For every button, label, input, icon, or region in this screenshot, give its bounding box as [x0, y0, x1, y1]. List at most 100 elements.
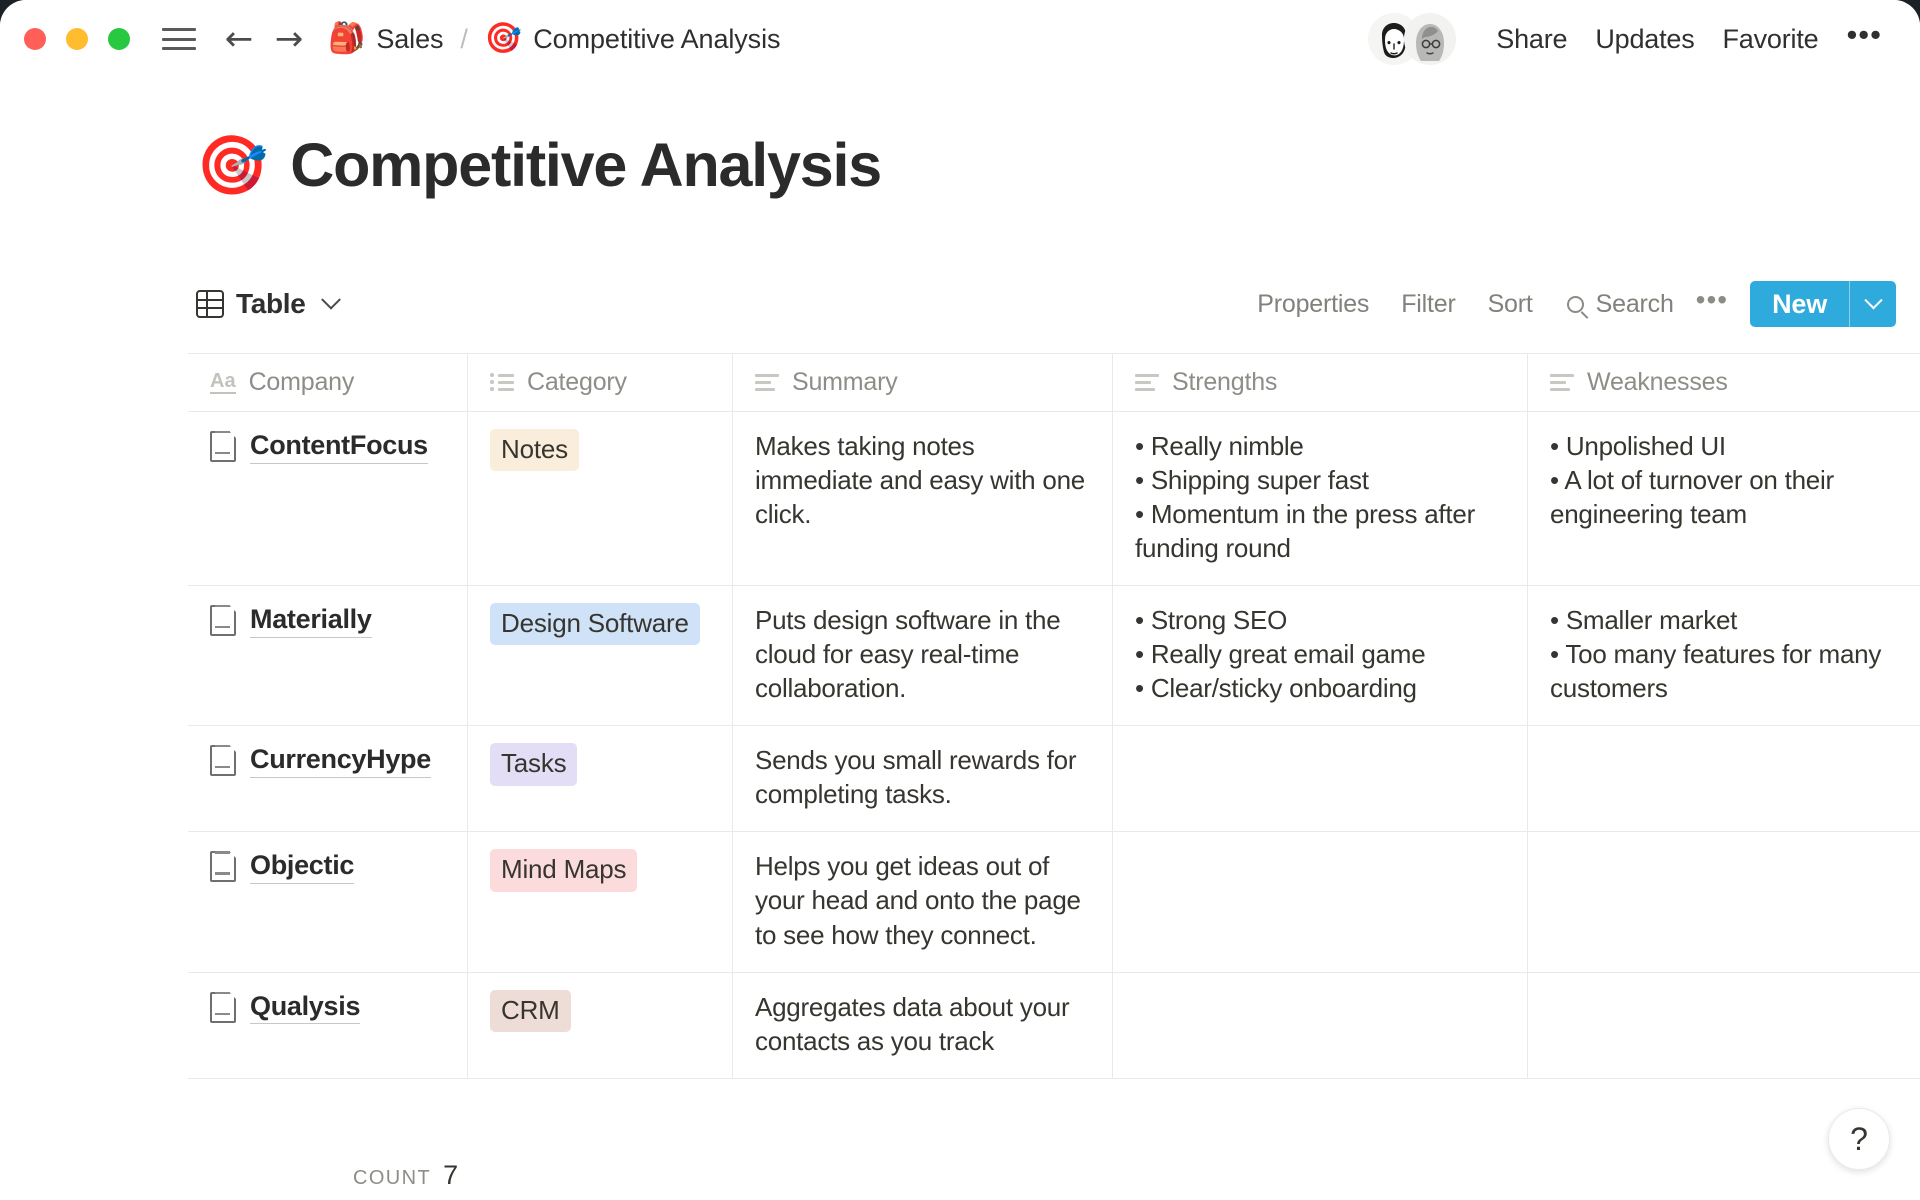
- cell-category[interactable]: CRM: [468, 972, 733, 1078]
- window-controls: [24, 28, 130, 50]
- hamburger-icon[interactable]: [162, 25, 196, 53]
- page-document-icon: [210, 850, 237, 883]
- breadcrumb-current-link[interactable]: Competitive Analysis: [533, 23, 781, 54]
- column-header-label: Weaknesses: [1587, 368, 1728, 396]
- cell-company[interactable]: ContentFocus: [188, 412, 468, 586]
- cell-strengths[interactable]: • Strong SEO • Really great email game •…: [1113, 586, 1528, 726]
- help-button[interactable]: ?: [1828, 1108, 1890, 1170]
- table-row[interactable]: Materially Design Software Puts design s…: [188, 586, 1920, 727]
- column-header-category[interactable]: Category: [468, 354, 733, 411]
- titlebar: ← → 🎒 Sales / 🎯 Competitive Analysis: [0, 0, 1920, 78]
- company-name-link[interactable]: ContentFocus: [250, 429, 428, 464]
- page-title-text[interactable]: Competitive Analysis: [290, 131, 882, 199]
- cell-weaknesses[interactable]: • Unpolished UI • A lot of turnover on t…: [1550, 431, 1834, 530]
- cell-summary[interactable]: Aggregates data about your contacts as y…: [733, 972, 1113, 1078]
- cell-weaknesses[interactable]: [1528, 726, 1920, 831]
- cell-company[interactable]: Qualysis: [188, 972, 468, 1078]
- column-header-label: Company: [248, 368, 355, 396]
- toolbar-more-icon[interactable]: •••: [1695, 284, 1729, 315]
- page-title: 🎯 Competitive Analysis: [196, 131, 882, 199]
- column-header-weaknesses[interactable]: Weaknesses: [1528, 354, 1920, 411]
- select-list-icon: [490, 373, 514, 393]
- filter-button[interactable]: Filter: [1401, 289, 1456, 318]
- target-icon: 🎯: [484, 22, 523, 55]
- new-button[interactable]: New: [1750, 281, 1896, 327]
- cell-category[interactable]: Tasks: [468, 726, 733, 832]
- cell-summary[interactable]: Sends you small rewards for completing t…: [733, 726, 1113, 832]
- count-label[interactable]: COUNT: [353, 1167, 432, 1189]
- search-button[interactable]: Search: [1549, 290, 1674, 319]
- properties-button[interactable]: Properties: [1257, 289, 1370, 318]
- cell-company[interactable]: Objectic: [188, 832, 468, 972]
- cell-strengths[interactable]: [1113, 726, 1528, 832]
- table-row[interactable]: ContentFocus Notes Makes taking notes im…: [188, 412, 1920, 587]
- column-header-label: Summary: [792, 368, 898, 396]
- company-name-link[interactable]: Materially: [250, 603, 372, 638]
- chevron-down-icon[interactable]: [320, 289, 341, 310]
- column-header-company[interactable]: Aa Company: [188, 354, 468, 411]
- cell-company[interactable]: Materially: [188, 586, 468, 726]
- title-text-icon: Aa: [210, 370, 236, 394]
- close-window-button[interactable]: [24, 28, 46, 50]
- cell-weaknesses[interactable]: [1528, 973, 1920, 1078]
- table-row[interactable]: Objectic Mind Maps Helps you get ideas o…: [188, 832, 1920, 973]
- question-mark-icon: ?: [1850, 1120, 1868, 1157]
- cell-strengths[interactable]: [1113, 972, 1528, 1078]
- cell-category[interactable]: Design Software: [468, 586, 733, 726]
- new-button-divider: [1849, 281, 1850, 327]
- cell-strengths[interactable]: [1113, 832, 1528, 972]
- cell-category[interactable]: Notes: [468, 412, 733, 586]
- company-name-link[interactable]: Objectic: [250, 849, 354, 885]
- cell-summary[interactable]: Helps you get ideas out of your head and…: [733, 832, 1113, 972]
- search-label: Search: [1595, 289, 1674, 318]
- status-badge: Design Software: [490, 603, 700, 646]
- cell-weaknesses[interactable]: • Smaller market • Too many features for…: [1550, 605, 1882, 704]
- breadcrumb-separator: /: [460, 23, 468, 54]
- company-name-link[interactable]: CurrencyHype: [250, 743, 431, 779]
- cell-weaknesses[interactable]: [1528, 832, 1920, 971]
- cell-summary[interactable]: Puts design software in the cloud for ea…: [733, 586, 1113, 726]
- updates-button[interactable]: Updates: [1595, 23, 1695, 54]
- maximize-window-button[interactable]: [108, 28, 130, 50]
- column-header-strengths[interactable]: Strengths: [1113, 354, 1528, 411]
- sort-button[interactable]: Sort: [1487, 289, 1533, 318]
- view-label: Table: [236, 288, 306, 319]
- page-document-icon: [210, 604, 237, 637]
- company-name-link[interactable]: Qualysis: [250, 990, 360, 1025]
- cell-company[interactable]: CurrencyHype: [188, 726, 468, 832]
- breadcrumb-parent-link[interactable]: Sales: [376, 23, 444, 54]
- column-header-summary[interactable]: Summary: [733, 354, 1113, 411]
- favorite-button[interactable]: Favorite: [1722, 23, 1819, 54]
- text-lines-icon: [755, 373, 779, 393]
- toolbar-actions: Properties Filter Sort Search ••• New: [1241, 281, 1896, 327]
- cell-summary[interactable]: Makes taking notes immediate and easy wi…: [733, 412, 1113, 586]
- page-document-icon: [210, 990, 237, 1023]
- backpack-icon: 🎒: [328, 22, 366, 55]
- share-button[interactable]: Share: [1496, 23, 1568, 54]
- new-button-label: New: [1772, 288, 1827, 319]
- back-arrow-icon[interactable]: ←: [224, 19, 254, 59]
- avatar[interactable]: [1404, 13, 1457, 65]
- breadcrumb: 🎒 Sales / 🎯 Competitive Analysis: [328, 24, 780, 55]
- target-icon[interactable]: 🎯: [196, 132, 269, 198]
- more-options-icon[interactable]: •••: [1846, 16, 1882, 52]
- forward-arrow-icon[interactable]: →: [274, 19, 304, 59]
- table-header-row: Aa Company Category Summary Strengths We…: [188, 354, 1920, 412]
- page-document-icon: [210, 430, 237, 462]
- tab-table-view[interactable]: Table: [196, 288, 341, 320]
- page-document-icon: [210, 744, 237, 777]
- text-lines-icon: [1550, 373, 1574, 393]
- table-footer: COUNT 7: [188, 1160, 1920, 1191]
- database-table: Aa Company Category Summary Strengths We…: [188, 353, 1920, 1079]
- new-button-chevron-down-icon[interactable]: [1850, 281, 1896, 327]
- collaborator-avatars[interactable]: [1368, 13, 1457, 65]
- cell-category[interactable]: Mind Maps: [468, 832, 733, 972]
- minimize-window-button[interactable]: [66, 28, 88, 50]
- cell-strengths[interactable]: • Really nimble • Shipping super fast • …: [1113, 412, 1528, 586]
- database-toolbar: Table Properties Filter Sort Search ••• …: [196, 275, 1896, 333]
- status-badge: Mind Maps: [490, 849, 638, 892]
- status-badge: Tasks: [490, 743, 578, 786]
- table-row[interactable]: Qualysis CRM Aggregates data about your …: [188, 972, 1920, 1079]
- table-row[interactable]: CurrencyHype Tasks Sends you small rewar…: [188, 726, 1920, 833]
